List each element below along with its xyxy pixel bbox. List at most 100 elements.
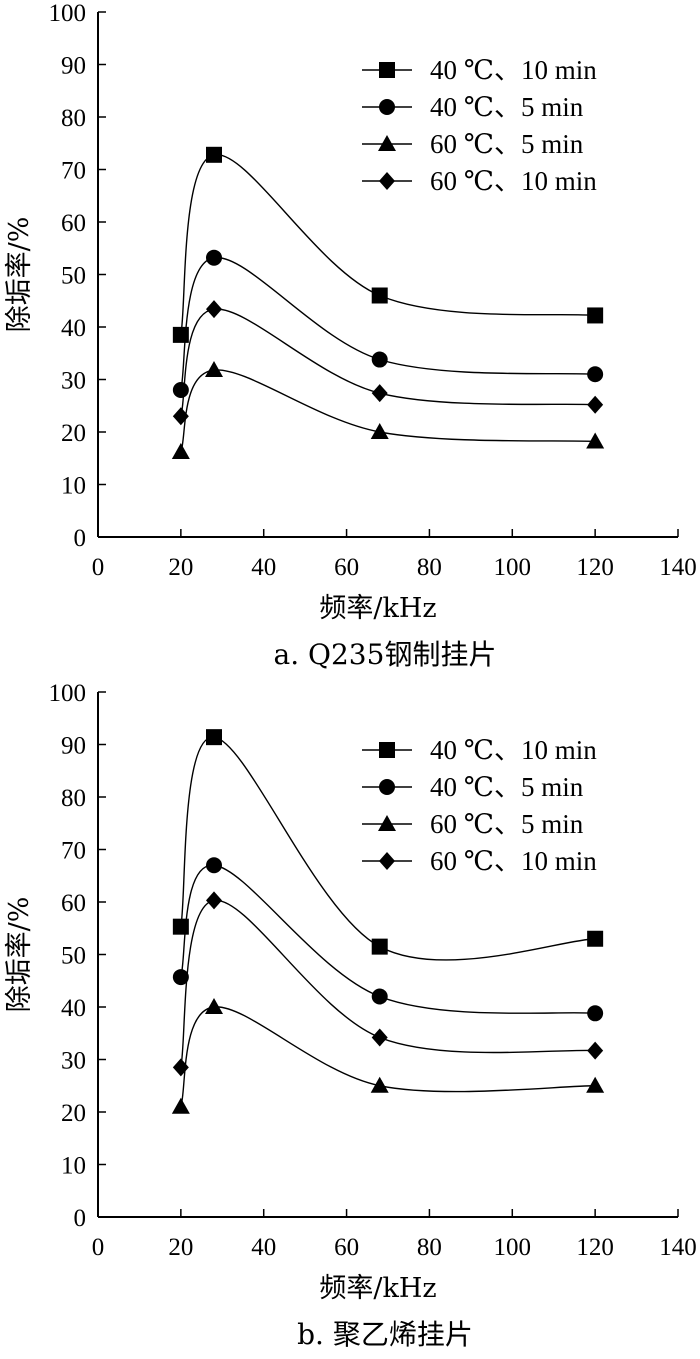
chart-b-point-diamond <box>172 1058 189 1077</box>
chart-a-point-triangle <box>205 361 223 378</box>
chart-b-series-line-triangle <box>180 1006 596 1107</box>
chart-a: 0 10 20 30 40 50 60 70 80 90 100 0 20 40 60 80 100 120 140… <box>4 0 697 671</box>
chart-b-x-tick-label: 120 <box>576 1234 614 1261</box>
chart-a-legend-label: 40 ℃、10 min <box>430 55 597 85</box>
chart-a-y-tick-label: 0 <box>74 525 87 552</box>
chart-b-y-tick-label: 0 <box>74 1205 87 1232</box>
chart-b-y-tick-label: 90 <box>61 733 86 760</box>
chart-b-legend-label: 40 ℃、5 min <box>430 772 584 802</box>
chart-b-y-tick-label: 60 <box>61 890 86 917</box>
chart-a-point-diamond <box>172 407 189 426</box>
chart-b-x-tick-label: 100 <box>494 1234 532 1261</box>
chart-a-caption: a. Q235钢制挂片 <box>274 638 497 671</box>
chart-a-point-circle <box>172 382 189 398</box>
chart-b-series-line-diamond <box>180 899 596 1068</box>
chart-a-x-tick-label: 20 <box>168 554 193 581</box>
chart-a-point-circle <box>371 351 388 368</box>
chart-a-legend-label: 60 ℃、5 min <box>430 129 584 159</box>
chart-a-y-tick-label: 40 <box>61 315 86 342</box>
chart-b-point-square <box>587 930 604 947</box>
chart-b-legend-label: 60 ℃、10 min <box>430 846 597 876</box>
chart-b-point-circle <box>172 969 189 986</box>
chart-a-x-tick-label: 140 <box>659 554 697 581</box>
chart-b-x-tick-label: 20 <box>168 1234 193 1261</box>
chart-a-series-line-triangle <box>180 369 596 453</box>
chart-b-point-diamond <box>371 1028 388 1047</box>
chart-a-point-square <box>587 307 604 324</box>
chart-b-point-triangle <box>171 1097 190 1114</box>
chart-b-y-axis-title: 除垢率/% <box>4 897 35 1013</box>
chart-b-series-line-circle <box>180 864 596 1014</box>
chart-a-x-tick-label: 80 <box>417 554 442 581</box>
chart-a-y-tick-label: 50 <box>61 263 86 290</box>
chart-b-point-square <box>371 938 388 955</box>
chart-b-legend-marker-circle <box>379 779 395 795</box>
chart-a-y-axis-title: 除垢率/% <box>4 217 35 333</box>
chart-b-legend-marker-triangle <box>378 815 396 831</box>
chart-a-point-triangle <box>171 442 190 459</box>
chart-a-legend-marker-circle <box>379 99 395 115</box>
chart-b-legend-marker-diamond <box>379 852 395 870</box>
chart-a-legend-marker-triangle <box>378 135 396 151</box>
chart-a-x-axis-title: 频率/kHz <box>319 593 436 624</box>
chart-b-x-tick-label: 80 <box>417 1234 442 1261</box>
chart-a-y-tick-label: 80 <box>61 105 86 132</box>
chart-b-point-triangle <box>205 998 223 1014</box>
chart-a-y-tick-label: 60 <box>61 210 86 237</box>
chart-a-legend-label: 40 ℃、5 min <box>430 92 584 122</box>
chart-a-point-square <box>206 146 222 163</box>
chart-b-point-triangle <box>370 1076 389 1093</box>
chart-a-point-circle <box>587 366 604 383</box>
chart-a-series-line-circle <box>180 256 596 391</box>
chart-b: 0 10 20 30 40 50 60 70 80 90 100 0 20 40 60 80 100 120 140… <box>4 680 697 1351</box>
chart-b-series-line-square <box>180 736 596 961</box>
chart-b-y-tick-label: 30 <box>61 1048 86 1075</box>
chart-b-legend-label: 40 ℃、10 min <box>430 735 597 765</box>
chart-b-legend-marker-square <box>379 742 395 758</box>
chart-a-legend-label: 60 ℃、10 min <box>430 166 597 196</box>
chart-a-y-tick-label: 90 <box>61 53 86 80</box>
chart-b-y-tick-label: 20 <box>61 1100 86 1127</box>
chart-a-point-square <box>371 287 388 304</box>
chart-a-y-tick-label: 100 <box>49 0 87 27</box>
chart-b-point-circle <box>371 988 388 1005</box>
chart-b-point-circle <box>587 1005 604 1022</box>
chart-b-y-tick-label: 50 <box>61 943 86 970</box>
chart-a-x-tick-label: 120 <box>576 554 614 581</box>
chart-a-point-diamond <box>587 395 604 414</box>
chart-b-y-tick-label: 100 <box>49 680 87 707</box>
chart-a-point-diamond <box>206 300 222 319</box>
chart-a-legend-marker-square <box>379 62 395 78</box>
chart-a-x-tick-label: 0 <box>92 554 105 581</box>
chart-a-y-tick-label: 20 <box>61 420 86 447</box>
chart-b-y-tick-label: 40 <box>61 995 86 1022</box>
chart-a-y-tick-label: 70 <box>61 158 86 185</box>
chart-b-x-tick-label: 60 <box>334 1234 359 1261</box>
chart-a-x-tick-label: 100 <box>494 554 532 581</box>
chart-a-y-tick-label: 30 <box>61 368 86 395</box>
chart-b-x-tick-label: 40 <box>251 1234 276 1261</box>
chart-b-x-tick-label: 0 <box>92 1234 105 1261</box>
chart-b-x-tick-label: 140 <box>659 1234 697 1261</box>
chart-a-point-triangle <box>586 432 605 449</box>
chart-b-point-square <box>206 729 222 746</box>
chart-b-caption: b. 聚乙烯挂片 <box>297 1318 473 1351</box>
chart-a-legend-marker-diamond <box>379 172 395 190</box>
chart-b-legend-label: 60 ℃、5 min <box>430 809 584 839</box>
chart-b-x-axis-title: 频率/kHz <box>319 1273 436 1304</box>
chart-b-point-triangle <box>586 1076 605 1093</box>
chart-b-point-circle <box>206 857 222 874</box>
chart-b-y-tick-label: 10 <box>61 1153 86 1180</box>
chart-a-y-tick-label: 10 <box>61 473 86 500</box>
chart-a-point-circle <box>206 249 222 266</box>
chart-a-x-tick-label: 60 <box>334 554 359 581</box>
chart-b-y-tick-label: 70 <box>61 838 86 865</box>
chart-a-point-triangle <box>370 423 389 439</box>
chart-a-series-line-square <box>180 154 596 336</box>
chart-b-point-diamond <box>587 1041 604 1060</box>
chart-b-y-tick-label: 80 <box>61 785 86 812</box>
chart-a-point-diamond <box>371 384 388 403</box>
chart-a-series-line-diamond <box>180 308 596 417</box>
chart-a-x-tick-label: 40 <box>251 554 276 581</box>
